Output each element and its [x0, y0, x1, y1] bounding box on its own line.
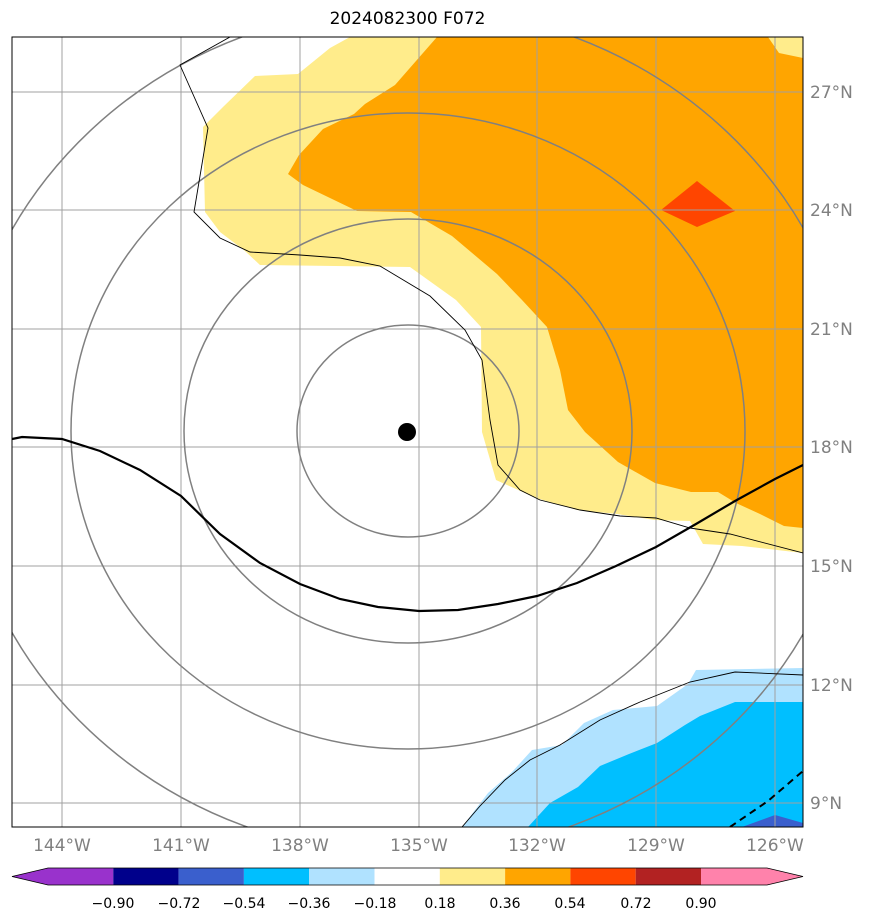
colorbar-tick-label: 0.72: [620, 896, 651, 912]
lat-label: 15°N: [810, 557, 853, 577]
longitude-labels: 144°W 141°W 138°W 135°W 132°W 129°W 126°…: [33, 836, 804, 856]
lon-label: 138°W: [271, 836, 329, 856]
colorbar-extend-left: [12, 868, 48, 885]
lat-label: 12°N: [810, 676, 853, 696]
colorbar-extend-right: [767, 868, 803, 885]
royal-blue-region: [742, 815, 803, 827]
red-orange-region: [661, 181, 735, 227]
colorbar-segment: [439, 868, 506, 885]
deep-sky-blue-region: [528, 702, 803, 827]
range-rings: [12, 37, 803, 827]
colorbar-segment: [178, 868, 244, 885]
map-border: [11, 36, 804, 828]
orange-region: [288, 37, 803, 528]
lat-label: 9°N: [810, 794, 842, 814]
colorbar-segment: [570, 868, 636, 885]
contour-dashed: [729, 770, 803, 827]
colorbar-tick-label: −0.54: [223, 896, 266, 912]
colorbar-segment: [243, 868, 310, 885]
lon-label: 132°W: [508, 836, 566, 856]
colorbar-segment: [113, 868, 179, 885]
colorbar-segment: [374, 868, 440, 885]
contour-upper: [179, 37, 803, 554]
lon-label: 135°W: [390, 836, 448, 856]
lat-label: 18°N: [810, 438, 853, 458]
colorbar-segment: [309, 868, 375, 885]
colorbar-tick-label: −0.90: [92, 896, 135, 912]
colorbar-outline: [11, 867, 804, 886]
colorbar: [11, 867, 804, 886]
colorbar-segment: [701, 868, 767, 885]
colorbar-tick-label: 0.36: [489, 896, 520, 912]
lon-label: 144°W: [33, 836, 91, 856]
range-ring-1: [296, 324, 520, 538]
lat-label: 27°N: [810, 83, 853, 103]
map-title: 2024082300 F072: [329, 9, 486, 29]
range-ring-3: [70, 112, 746, 750]
storm-center-marker: [398, 423, 416, 441]
gridlines: [12, 37, 803, 827]
colorbar-tick-label: 0.18: [424, 896, 455, 912]
colorbar-tick-label: −0.36: [288, 896, 331, 912]
lon-label: 126°W: [746, 836, 804, 856]
colorbar-tick-label: 0.90: [685, 896, 716, 912]
lat-label: 24°N: [810, 201, 853, 221]
lat-label: 21°N: [810, 320, 853, 340]
colorbar-tick-label: 0.54: [554, 896, 585, 912]
range-ring-2: [183, 218, 633, 644]
colorbar-segment: [635, 868, 701, 885]
thick-contour: [12, 435, 803, 613]
thin-contours: [179, 37, 803, 827]
lon-label: 141°W: [152, 836, 210, 856]
contour-lower: [461, 671, 803, 827]
lon-label: 129°W: [627, 836, 685, 856]
colorbar-tick-label: −0.72: [158, 896, 201, 912]
colorbar-segment: [48, 868, 114, 885]
colorbar-labels: −0.90 −0.72 −0.54 −0.36 −0.18 0.18 0.36 …: [92, 896, 717, 912]
colorbar-segment: [505, 868, 571, 885]
colorbar-tick-label: −0.18: [354, 896, 397, 912]
latitude-labels: 9°N 12°N 15°N 18°N 21°N 24°N 27°N: [810, 83, 853, 814]
shaded-field: [203, 37, 803, 827]
